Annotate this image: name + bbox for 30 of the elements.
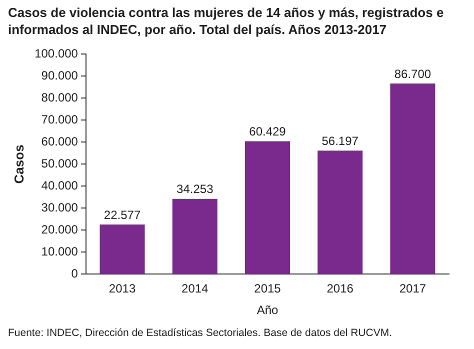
y-tick-label: 60.000 [41,134,78,149]
chart-title: Casos de violencia contra las mujeres de 14 años y más, registrados e informados al INDEC, por año. Total del país. Años 2013-2017 [8,4,445,38]
y-tick-label: 80.000 [41,90,78,105]
data-label: 60.429 [249,124,286,139]
bar [100,224,145,274]
y-tick-label: 70.000 [41,112,78,127]
y-tick-label: 50.000 [41,156,78,171]
data-label: 86.700 [394,66,432,81]
bar [318,150,363,274]
x-tick-label: 2016 [326,282,354,296]
x-axis-title: Año [256,303,278,318]
x-tick-label: 2014 [182,282,209,296]
data-label: 22.577 [104,208,141,222]
data-label: 56.197 [322,134,359,148]
x-tick-label: 2017 [399,282,426,296]
bar [244,141,290,274]
x-tick-label: 2013 [108,282,136,296]
y-tick-label: 40.000 [41,178,78,193]
y-tick-label: 0 [71,266,78,281]
x-tick-label: 2015 [254,282,282,296]
y-tick-label: 20.000 [41,222,78,237]
y-axis-title: Casos [11,144,26,184]
bar [172,198,218,274]
y-tick-label: 90.000 [41,68,78,83]
bar [390,83,436,274]
y-tick-label: 100.000 [34,46,78,61]
source-note: Fuente: INDEC, Dirección de Estadísticas Sectoriales. Base de datos del RUCVM. [8,327,393,339]
y-tick-label: 10.000 [41,244,78,259]
y-tick-label: 30.000 [41,200,78,215]
data-label: 34.253 [176,182,214,196]
